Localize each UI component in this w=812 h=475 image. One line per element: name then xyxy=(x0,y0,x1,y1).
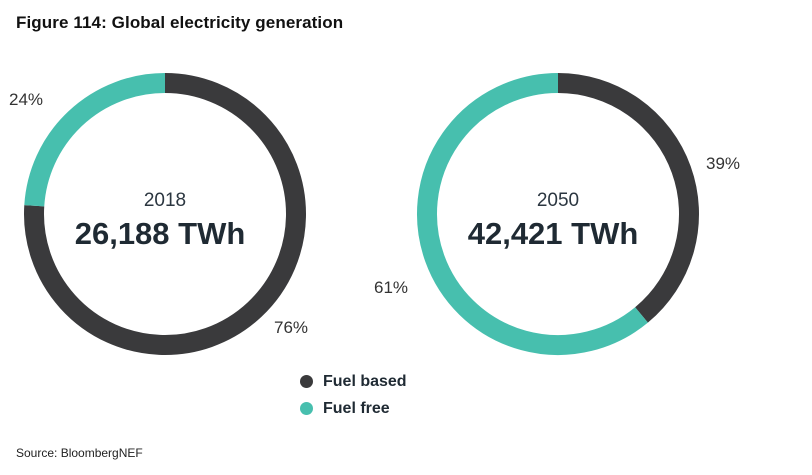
slice-2018-fuel-free xyxy=(24,73,166,207)
source-note: Source: BloombergNEF xyxy=(16,446,143,460)
legend-label-fuel-based: Fuel based xyxy=(323,372,407,390)
donut-2050: 2050 42,421 TWh 39% 61% xyxy=(374,73,740,355)
legend-dot-fuel-free xyxy=(300,402,313,415)
slice-2050-fuel-based xyxy=(557,73,699,323)
slice-label-2018-fuel-based: 76% xyxy=(274,318,308,337)
center-year-2018: 2018 xyxy=(144,190,186,211)
slice-label-2050-fuel-free: 61% xyxy=(374,278,408,297)
legend: Fuel based Fuel free xyxy=(300,368,407,422)
center-total-2018: 26,188 TWh xyxy=(75,216,246,251)
legend-item-fuel-based: Fuel based xyxy=(300,368,407,395)
slice-label-2050-fuel-based: 39% xyxy=(706,154,740,173)
slice-label-2018-fuel-free: 24% xyxy=(9,90,43,109)
donut-2018: 2018 26,188 TWh 76% 24% xyxy=(9,73,308,355)
legend-label-fuel-free: Fuel free xyxy=(323,399,390,417)
figure-title: Figure 114: Global electricity generatio… xyxy=(16,13,344,32)
slice-2050-fuel-free xyxy=(417,73,648,355)
legend-dot-fuel-based xyxy=(300,375,313,388)
slice-2018-fuel-based xyxy=(24,73,306,355)
center-year-2050: 2050 xyxy=(537,190,579,211)
legend-item-fuel-free: Fuel free xyxy=(300,395,407,422)
center-total-2050: 42,421 TWh xyxy=(468,216,639,251)
